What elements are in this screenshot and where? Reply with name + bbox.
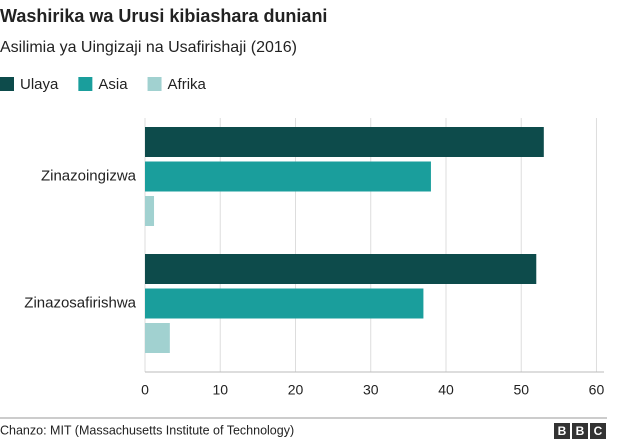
x-tick-label: 30 <box>363 382 379 398</box>
x-tick-label: 0 <box>141 382 149 398</box>
bar <box>145 254 537 284</box>
logo-box <box>590 423 606 439</box>
logo-letter: B <box>576 424 585 438</box>
bar <box>145 196 155 226</box>
x-tick-label: 50 <box>513 382 529 398</box>
legend-swatch <box>78 77 93 91</box>
bar <box>145 127 544 157</box>
x-tick-label: 40 <box>438 382 454 398</box>
logo-box <box>572 423 588 439</box>
y-tick-label: Zinazoingizwa <box>41 167 137 184</box>
bar <box>145 323 170 353</box>
source: Chanzo: MIT (Massachusetts Institute of … <box>0 423 294 437</box>
logo-letter: C <box>594 424 603 438</box>
x-tick-label: 20 <box>288 382 304 398</box>
chart-subtitle: Asilimia ya Uingizaji na Usafirishaji (2… <box>0 39 297 56</box>
chart-title: Washirika wa Urusi kibiashara duniani <box>0 6 327 26</box>
logo-box <box>554 423 570 439</box>
legend-label: Asia <box>98 76 128 93</box>
bar <box>145 288 424 319</box>
y-tick-label: Zinazosafirishwa <box>24 294 136 311</box>
legend-swatch <box>0 77 14 91</box>
bar <box>145 161 431 192</box>
legend-swatch <box>147 77 162 91</box>
legend-label: Afrika <box>168 76 207 93</box>
legend-label: Ulaya <box>20 76 59 93</box>
x-tick-label: 60 <box>589 382 605 398</box>
logo-letter: B <box>558 424 567 438</box>
x-tick-label: 10 <box>212 382 228 398</box>
